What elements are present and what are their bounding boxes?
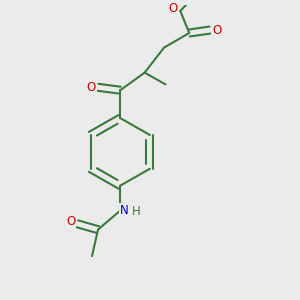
Text: N: N xyxy=(120,204,129,217)
Text: O: O xyxy=(87,81,96,94)
Text: O: O xyxy=(66,215,75,228)
Text: O: O xyxy=(168,2,178,15)
Text: H: H xyxy=(132,205,141,218)
Text: O: O xyxy=(212,24,221,37)
